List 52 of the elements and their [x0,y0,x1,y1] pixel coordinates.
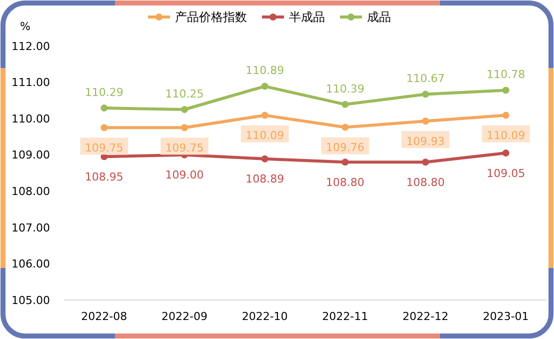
y-axis-title: % [20,20,30,33]
point [502,86,510,94]
data-label: 108.80 [326,176,364,189]
y-tick-label: 105.00 [12,294,50,307]
point [422,118,429,125]
point [100,104,108,112]
point [261,82,268,90]
point [502,150,510,157]
y-tick-label: 109.00 [12,148,50,162]
x-tick-label: 2022-08 [81,310,128,323]
data-label: 109.05 [486,166,526,180]
x-tick-label: 2022-10 [242,310,288,323]
legend-label: 成品 [367,10,391,24]
point [261,112,268,119]
point [100,124,108,132]
data-label: 109.75 [84,141,124,154]
point [422,158,429,166]
point [342,100,349,108]
data-label: 110.67 [406,72,445,86]
data-label: 109.93 [406,134,445,148]
x-tick-label: 2022-12 [402,310,448,323]
data-label: 108.89 [246,172,284,186]
point [342,124,349,131]
data-label: 110.39 [326,82,364,96]
y-tick-label: 112.00 [12,40,50,53]
data-label: 108.80 [406,176,445,189]
data-label: 109.75 [165,141,204,154]
point [181,124,188,132]
data-label: 110.29 [84,86,124,99]
y-tick-label: 110.00 [12,112,50,126]
x-tick-label: 2022-09 [162,310,208,323]
legend-label: 产品价格指数 [175,10,247,24]
y-tick-label: 108.00 [12,184,50,198]
data-label: 109.76 [326,141,364,154]
point [422,90,429,98]
data-label: 110.09 [246,129,284,142]
legend-label: 半成品 [289,10,325,24]
y-tick-label: 107.00 [12,221,50,234]
x-tick-label: 2023-01 [482,310,529,323]
data-label: 108.95 [84,170,124,184]
point [181,106,188,113]
data-label: 110.09 [486,129,526,142]
point [502,112,510,119]
data-label: 110.78 [486,68,526,82]
x-tick-label: 2022-11 [322,310,368,323]
data-label: 109.00 [165,168,204,182]
y-tick-label: 106.00 [12,258,50,271]
data-label: 110.89 [246,64,284,78]
point [261,155,268,162]
y-tick-label: 111.00 [12,76,50,90]
point [342,158,349,166]
data-label: 110.25 [165,87,204,100]
